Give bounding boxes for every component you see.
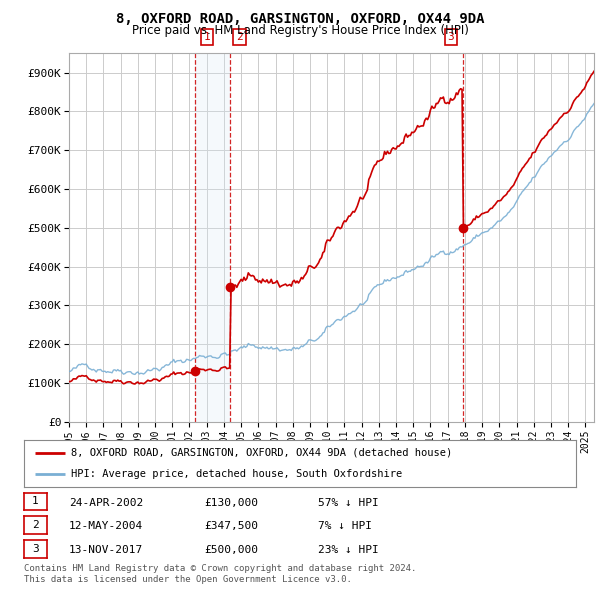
Text: £130,000: £130,000 xyxy=(204,498,258,507)
Text: 1: 1 xyxy=(204,32,211,42)
Text: HPI: Average price, detached house, South Oxfordshire: HPI: Average price, detached house, Sout… xyxy=(71,468,402,478)
Text: 3: 3 xyxy=(32,544,39,553)
Text: 1: 1 xyxy=(32,497,39,506)
Text: 57% ↓ HPI: 57% ↓ HPI xyxy=(318,498,379,507)
Text: 3: 3 xyxy=(448,32,454,42)
Bar xyxy=(195,53,230,422)
Text: Contains HM Land Registry data © Crown copyright and database right 2024.: Contains HM Land Registry data © Crown c… xyxy=(24,565,416,573)
Text: 13-NOV-2017: 13-NOV-2017 xyxy=(69,545,143,555)
Text: 24-APR-2002: 24-APR-2002 xyxy=(69,498,143,507)
Text: £500,000: £500,000 xyxy=(204,545,258,555)
Text: 2: 2 xyxy=(32,520,39,530)
Text: This data is licensed under the Open Government Licence v3.0.: This data is licensed under the Open Gov… xyxy=(24,575,352,584)
Text: 8, OXFORD ROAD, GARSINGTON, OXFORD, OX44 9DA (detached house): 8, OXFORD ROAD, GARSINGTON, OXFORD, OX44… xyxy=(71,448,452,458)
Text: 12-MAY-2004: 12-MAY-2004 xyxy=(69,522,143,531)
Text: 2: 2 xyxy=(236,32,243,42)
Text: 23% ↓ HPI: 23% ↓ HPI xyxy=(318,545,379,555)
Text: Price paid vs. HM Land Registry's House Price Index (HPI): Price paid vs. HM Land Registry's House … xyxy=(131,24,469,37)
Text: £347,500: £347,500 xyxy=(204,522,258,531)
Text: 8, OXFORD ROAD, GARSINGTON, OXFORD, OX44 9DA: 8, OXFORD ROAD, GARSINGTON, OXFORD, OX44… xyxy=(116,12,484,26)
Text: 7% ↓ HPI: 7% ↓ HPI xyxy=(318,522,372,531)
